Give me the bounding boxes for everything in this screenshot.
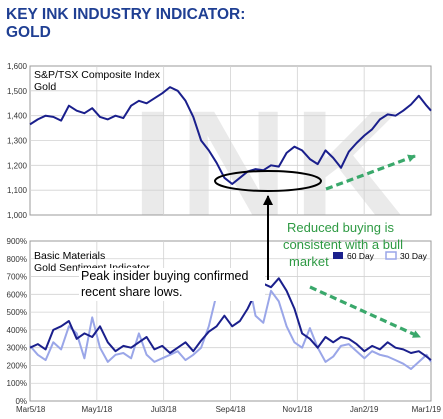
peak-insider-line-1: Peak insider buying confirmed — [81, 269, 248, 283]
top-y-ticks: 1,600 1,500 1,400 1,300 1,200 1,100 1,000 — [7, 62, 28, 220]
legend-label-30-day: 30 Day — [400, 251, 428, 261]
y-tick-label: 300% — [7, 344, 27, 353]
x-tick-label: May1/18 — [81, 405, 112, 414]
y-tick-label: 1,100 — [7, 186, 28, 195]
peak-insider-backdrop — [79, 268, 265, 301]
legend-swatch-60-day — [333, 252, 343, 259]
peak-insider-line-2: recent share lows. — [81, 285, 182, 299]
y-tick-label: 1,600 — [7, 62, 28, 71]
legend: 60 Day 30 Day — [333, 251, 428, 261]
y-tick-label: 1,400 — [7, 112, 28, 121]
x-tick-label: Nov1/18 — [282, 405, 312, 414]
series-60-day — [29, 277, 432, 361]
y-tick-label: 400% — [7, 326, 27, 335]
y-tick-label: 100% — [7, 379, 27, 388]
reduced-buying-line-1: Reduced buying is — [287, 220, 394, 235]
bottom-chart-title: Basic Materials — [34, 250, 105, 262]
x-tick-label: Sep4/18 — [216, 405, 246, 414]
title-line-1: KEY INK INDUSTRY INDICATOR: — [6, 6, 246, 23]
y-tick-label: 1,000 — [7, 211, 28, 220]
x-axis-labels: Mar5/18 May1/18 Jul3/18 Sep4/18 Nov1/18 Jan2/… — [16, 405, 442, 414]
y-tick-label: 1,200 — [7, 161, 28, 170]
bottom-y-ticks: 900% 800% 700% 600% 500% 400% 300% 200% 100% 0% — [7, 237, 27, 406]
legend-label-60-day: 60 Day — [347, 251, 375, 261]
y-tick-label: 500% — [7, 308, 27, 317]
downtrend-arrow — [309, 285, 421, 339]
reduced-buying-line-3: market — [289, 254, 329, 269]
title-line-2: GOLD — [6, 24, 51, 41]
y-tick-label: 1,300 — [7, 137, 28, 146]
x-tick-label: Jul3/18 — [151, 405, 177, 414]
series-sp-tsx-gold — [29, 86, 432, 185]
y-tick-label: 800% — [7, 255, 27, 264]
top-chart: 1,600 1,500 1,400 1,300 1,200 1,100 1,000 S&P/… — [7, 62, 432, 220]
y-tick-label: 900% — [7, 237, 27, 246]
y-tick-label: 700% — [7, 273, 27, 282]
legend-swatch-30-day — [385, 251, 397, 260]
top-grid — [30, 66, 431, 215]
reduced-buying-line-2: consistent with a bull — [283, 237, 403, 252]
x-tick-label: Jan2/19 — [350, 405, 379, 414]
uptrend-arrow — [325, 154, 416, 191]
top-chart-subtitle: Gold — [34, 81, 56, 93]
y-tick-label: 0% — [15, 397, 27, 406]
y-tick-label: 1,500 — [7, 87, 28, 96]
lows-ellipse — [214, 170, 322, 192]
x-tick-label: Mar5/18 — [16, 405, 46, 414]
top-chart-title: S&P/TSX Composite Index — [34, 69, 161, 81]
bottom-chart: 900% 800% 700% 600% 500% 400% 300% 200% 100% 0% B… — [7, 237, 432, 406]
y-tick-label: 200% — [7, 361, 27, 370]
x-tick-label: Mar1/19 — [412, 405, 442, 414]
y-tick-label: 600% — [7, 290, 27, 299]
